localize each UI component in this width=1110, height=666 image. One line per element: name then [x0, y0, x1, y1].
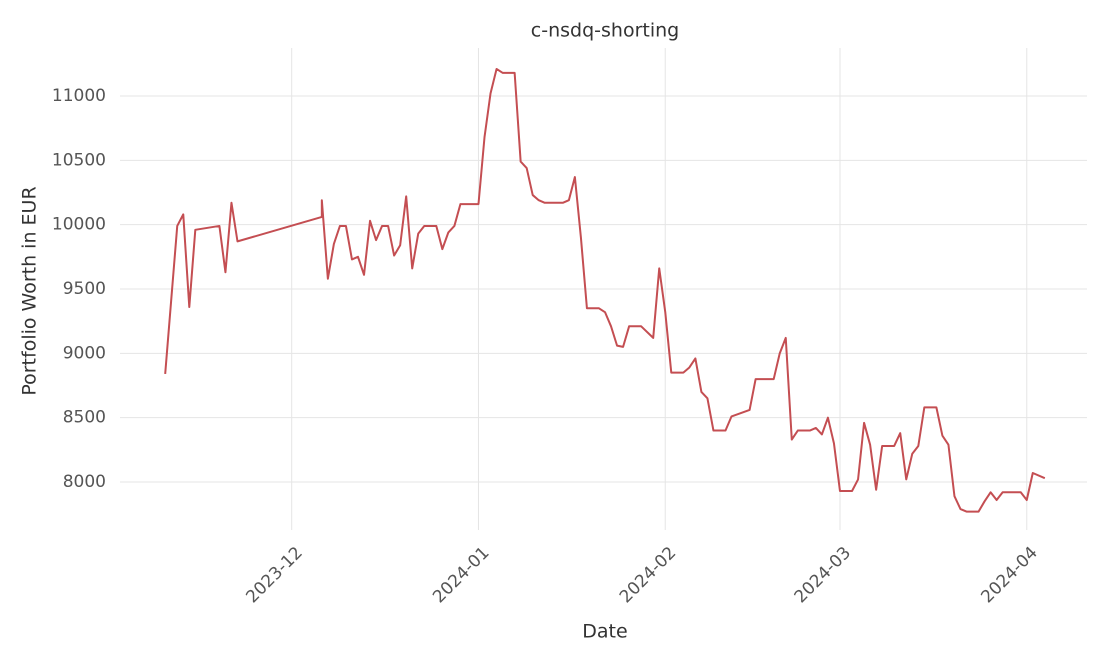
y-tick-label: 9000	[63, 343, 106, 363]
x-axis-label: Date	[582, 621, 627, 643]
chart-title: c-nsdq-shorting	[531, 20, 679, 42]
y-tick-label: 9500	[63, 279, 106, 299]
y-tick-label: 11000	[52, 86, 106, 106]
x-tick-label: 2024-04	[977, 543, 1041, 607]
x-tick-label: 2024-02	[616, 543, 680, 607]
x-tick-label: 2024-01	[429, 543, 493, 607]
y-tick-label: 10500	[52, 150, 106, 170]
y-tick-label: 10000	[52, 215, 106, 235]
y-axis-label: Portfolio Worth in EUR	[19, 186, 41, 395]
y-tick-label: 8000	[63, 472, 106, 492]
data-line	[164, 67, 1046, 513]
x-tick-label: 2023-12	[242, 543, 306, 607]
x-tick-label: 2024-03	[791, 543, 855, 607]
y-tick-label: 8500	[63, 408, 106, 428]
